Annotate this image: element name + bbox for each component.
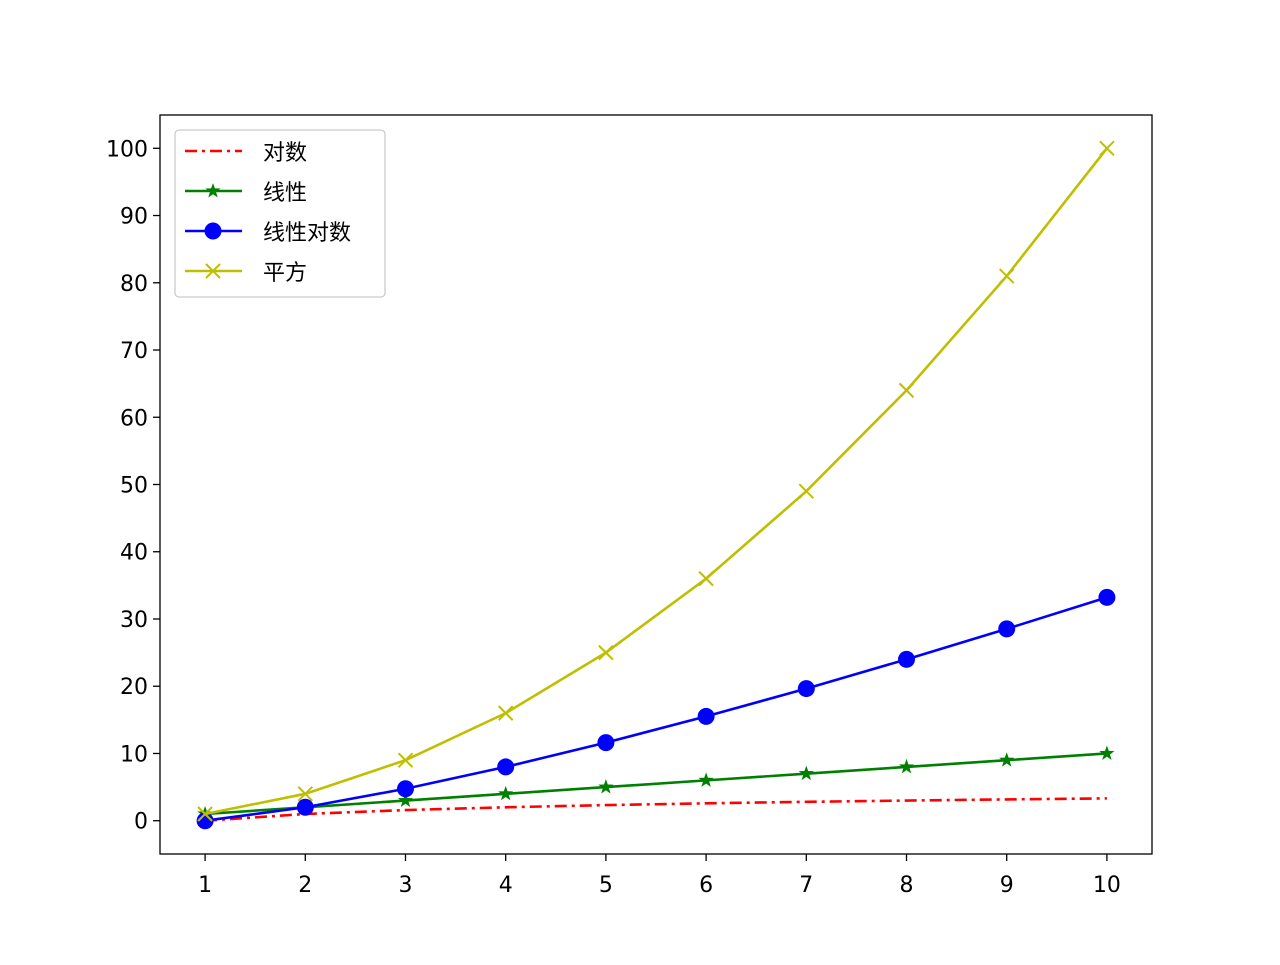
y-tick-label: 20 [120,675,148,700]
legend-box [174,129,386,298]
legend-entry: 线性 [185,181,307,206]
x-tick-label: 1 [198,873,212,898]
series-line [204,147,1108,816]
star-marker [999,752,1015,767]
x-marker [197,806,213,822]
series-line [205,752,1107,816]
x-tick-label: 10 [1093,873,1121,898]
x-tick-label: 2 [298,873,312,898]
circle-marker [797,680,815,698]
circle-marker [1098,588,1116,606]
y-tick-label: 80 [120,272,148,297]
y-tick-label: 0 [134,810,148,835]
y-tick-label: 40 [120,541,148,566]
y-tick-label: 30 [120,608,148,633]
series-line [204,596,1108,823]
star-marker [205,183,221,198]
y-tick-label: 50 [120,474,148,499]
circle-marker [204,222,222,240]
circle-marker [597,734,615,752]
x-marker [497,705,514,721]
legend-label: 对数 [263,141,307,166]
star-marker [698,772,714,787]
x-marker [598,644,614,661]
x-tick-label: 7 [799,873,813,898]
circle-marker [296,798,314,816]
y-tick-label: 100 [106,137,148,162]
circle-marker [898,650,916,668]
y-tick-label: 60 [120,406,148,431]
x-marker [205,263,221,279]
y-tick-label: 10 [120,742,148,767]
circle-marker [196,812,214,830]
x-tick-label: 8 [900,873,914,898]
x-marker [998,268,1015,284]
series-1 [205,797,1107,823]
x-marker [297,786,314,802]
legend-entry: 对数 [185,141,307,166]
x-marker [898,382,915,399]
series-line [205,797,1107,823]
star-marker [898,758,915,774]
legend-label: 线性对数 [263,221,351,246]
x-tick-label: 3 [398,873,412,898]
star-marker [1099,745,1115,760]
x-marker [1099,140,1115,156]
x-marker [397,752,414,768]
circle-marker [998,620,1016,638]
x-tick-label: 5 [599,873,613,898]
star-marker [598,779,614,794]
circle-marker [497,758,515,776]
star-marker [498,785,514,801]
series-4 [197,140,1115,822]
star-marker [798,765,814,781]
x-tick-label: 4 [499,873,513,898]
circle-marker [697,707,715,725]
circle-marker [396,780,414,798]
star-marker [397,792,414,808]
legend-label: 线性 [263,181,307,206]
y-tick-label: 70 [120,339,148,364]
x-marker [698,570,714,587]
legend-entry: 平方 [185,261,307,286]
x-tick-label: 6 [699,873,713,898]
x-marker [798,483,815,499]
y-tick-label: 90 [120,205,148,230]
legend-label: 平方 [263,261,307,286]
legend-entry: 线性对数 [185,221,351,246]
x-tick-label: 9 [1000,873,1014,898]
series-3 [196,588,1116,830]
